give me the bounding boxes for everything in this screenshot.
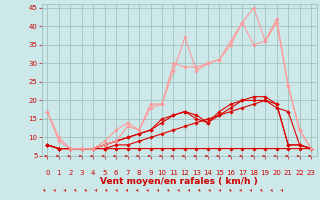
X-axis label: Vent moyen/en rafales ( km/h ): Vent moyen/en rafales ( km/h ) xyxy=(100,177,258,186)
